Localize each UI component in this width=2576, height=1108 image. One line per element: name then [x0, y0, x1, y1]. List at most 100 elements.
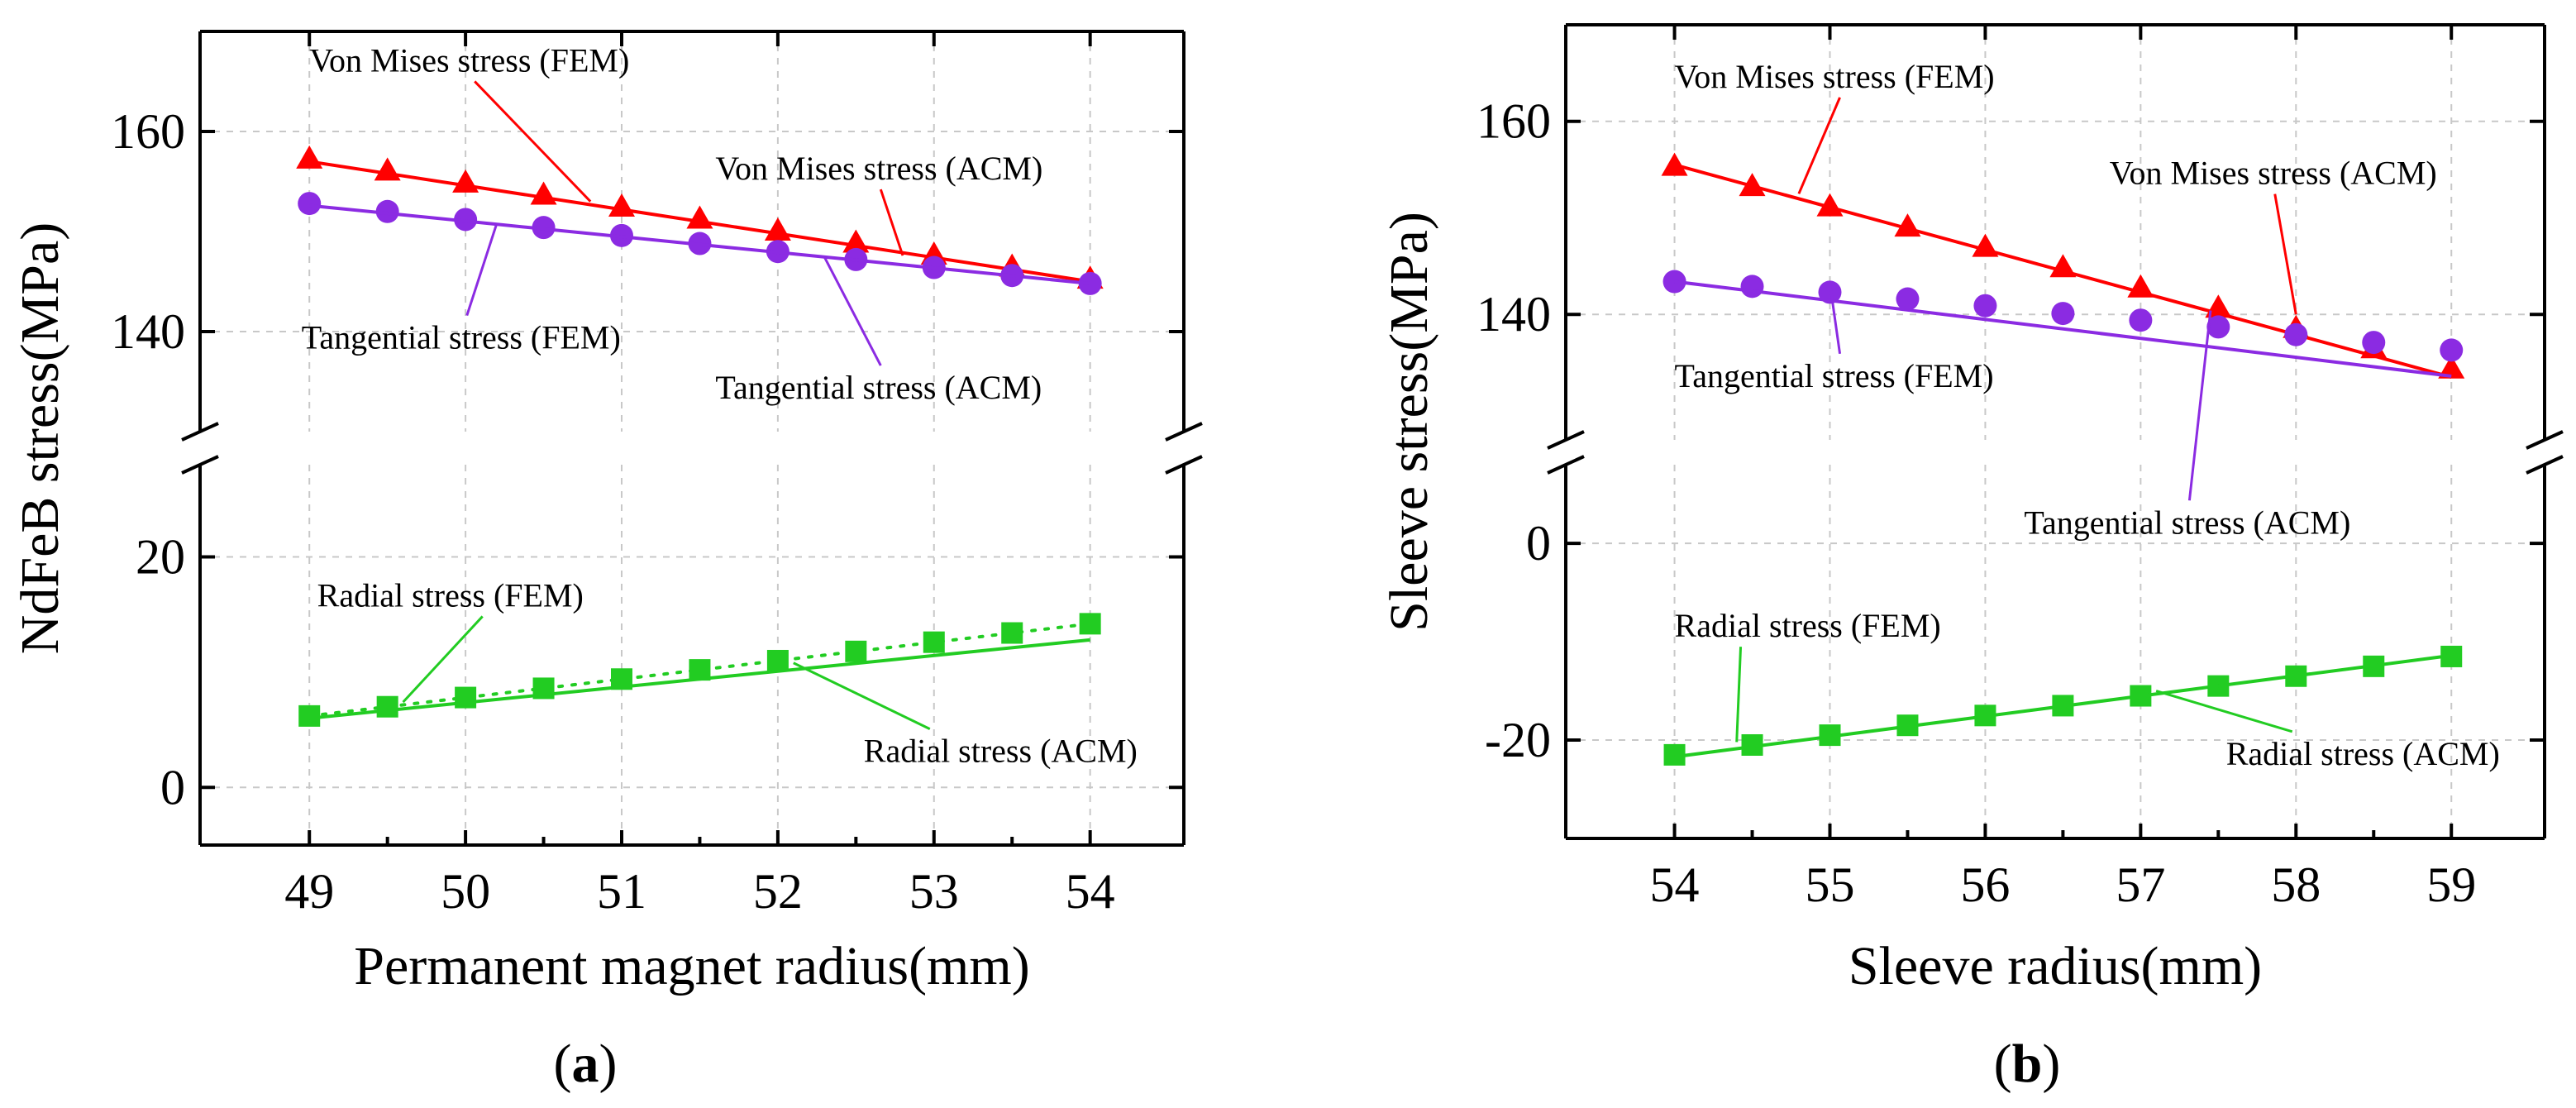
panel-caption: (a): [554, 1034, 618, 1094]
caption-paren: (: [1994, 1034, 2012, 1094]
x-tick-label: 58: [2271, 857, 2321, 912]
caption-paren: ): [2042, 1034, 2060, 1094]
data-point-square: [1001, 622, 1023, 644]
annotation: Radial stress (ACM): [793, 661, 1138, 770]
axis-break-mark: [1165, 455, 1203, 475]
axis-break-mark: [1165, 422, 1203, 442]
series-line: [308, 160, 1090, 284]
series-line: [1674, 163, 2452, 380]
annotation-label: Radial stress (ACM): [864, 733, 1138, 770]
data-point-circle: [2206, 315, 2230, 339]
annotation: Von Mises stress (ACM): [2110, 155, 2437, 315]
annotation-leader: [793, 661, 931, 730]
series-line: [309, 203, 1090, 285]
y-tick-label: 160: [1476, 94, 1551, 149]
annotation-leader: [1829, 283, 1842, 355]
series-von-mises-stress-acm: [1674, 163, 2452, 380]
annotation: Von Mises stress (ACM): [715, 150, 1042, 256]
annotation-label: Von Mises stress (FEM): [309, 41, 629, 79]
series-radial-stress-acm: [309, 638, 1090, 720]
series-von-mises-stress-acm: [308, 160, 1090, 284]
x-tick-label: 53: [909, 864, 959, 919]
y-tick-label: 140: [1476, 287, 1551, 341]
annotation: Radial stress (FEM): [317, 576, 584, 704]
annotation-leader: [823, 256, 882, 366]
annotation-label: Von Mises stress (FEM): [1675, 58, 1995, 95]
data-point-circle: [2362, 331, 2386, 355]
ticks: [1566, 25, 2545, 838]
annotation: Tangential stress (ACM): [715, 256, 1042, 406]
grid: [200, 31, 1184, 845]
annotation-leader: [2187, 310, 2212, 501]
x-tick-label: 51: [597, 864, 646, 919]
series-line: [1674, 653, 2452, 759]
axes-frame: [1547, 23, 2564, 840]
annotation-leader: [879, 189, 904, 256]
annotation-leader: [1797, 97, 1841, 194]
data-point-triangle: [686, 205, 713, 229]
caption-paren: (: [554, 1034, 572, 1094]
annotation-leader: [2273, 193, 2297, 315]
data-point-circle: [2051, 302, 2075, 326]
annotation-label: Tangential stress (FEM): [302, 319, 621, 356]
annotation-leader: [474, 80, 592, 203]
annotation-label: Radial stress (FEM): [317, 576, 584, 614]
annotation: Von Mises stress (FEM): [309, 41, 629, 203]
data-point-circle: [1896, 287, 1920, 311]
annotation-label: Radial stress (ACM): [2226, 735, 2500, 772]
chart-panel-b: 54 55 56 57 58 59 140 160 -20 0 Sleeve radius(mm) S…: [1379, 23, 2564, 1094]
annotation: Radial stress (FEM): [1675, 607, 1941, 743]
data-point-circle: [2284, 322, 2308, 346]
data-point-circle: [375, 199, 399, 223]
y-tick-label: 0: [1526, 516, 1551, 571]
x-tick-label: 55: [1805, 857, 1854, 912]
data-point-triangle: [1661, 152, 1688, 176]
annotation: Von Mises stress (FEM): [1675, 58, 1995, 194]
axis-break-mark: [1547, 430, 1585, 450]
data-point-circle: [1740, 275, 1764, 298]
annotation-leader: [1735, 647, 1743, 743]
x-tick-label: 59: [2426, 857, 2476, 912]
annotation-label: Von Mises stress (ACM): [2110, 155, 2437, 192]
data-point-triangle: [452, 169, 479, 193]
series-tangential-stress-fem: [1662, 270, 2464, 362]
y-tick-label: 20: [136, 530, 185, 585]
x-tick-label: 54: [1650, 857, 1700, 912]
ticks: [200, 31, 1184, 845]
annotation-leader: [2155, 690, 2293, 733]
axis-break-mark: [181, 455, 219, 475]
data-point-triangle: [764, 217, 791, 241]
y-axis-label: NdFeB stress(MPa): [10, 222, 70, 655]
data-point-square: [1079, 613, 1101, 635]
annotation: Tangential stress (FEM): [1675, 283, 1994, 394]
x-tick-label: 56: [1960, 857, 2010, 912]
annotation-leader: [465, 222, 499, 317]
y-tick-label: 160: [111, 104, 185, 159]
annotation-label: Tangential stress (ACM): [715, 369, 1042, 406]
y-tick-label: 140: [111, 304, 185, 359]
data-point-triangle: [608, 193, 635, 217]
caption-letter: a: [572, 1034, 599, 1094]
axis-break-mark: [181, 422, 219, 442]
y-axis-label: Sleeve stress(MPa): [1379, 212, 1439, 632]
axes-frame: [181, 30, 1203, 847]
series-line: [1674, 279, 2452, 378]
grid: [1566, 25, 2545, 838]
series-dotted-line: [308, 622, 1092, 718]
data-point-circle: [2129, 308, 2153, 332]
annotation-label: Radial stress (FEM): [1675, 607, 1941, 644]
annotation: Radial stress (ACM): [2155, 690, 2500, 772]
series-line: [309, 638, 1090, 720]
panel-caption: (b): [1994, 1034, 2061, 1094]
data-point-circle: [298, 192, 322, 216]
y-tick-label: 0: [160, 760, 185, 814]
x-tick-label: 52: [753, 864, 803, 919]
chart-panel-a: 49 50 51 52 53 54 140 160 0 20 Permanent magnet ra…: [10, 30, 1203, 1094]
series-tangential-stress-acm: [309, 203, 1090, 285]
data-point-circle: [2440, 338, 2464, 362]
x-tick-label: 54: [1066, 864, 1115, 919]
data-point-square: [376, 695, 398, 718]
data-point-triangle: [374, 157, 401, 181]
x-axis-label: Sleeve radius(mm): [1849, 936, 2262, 996]
